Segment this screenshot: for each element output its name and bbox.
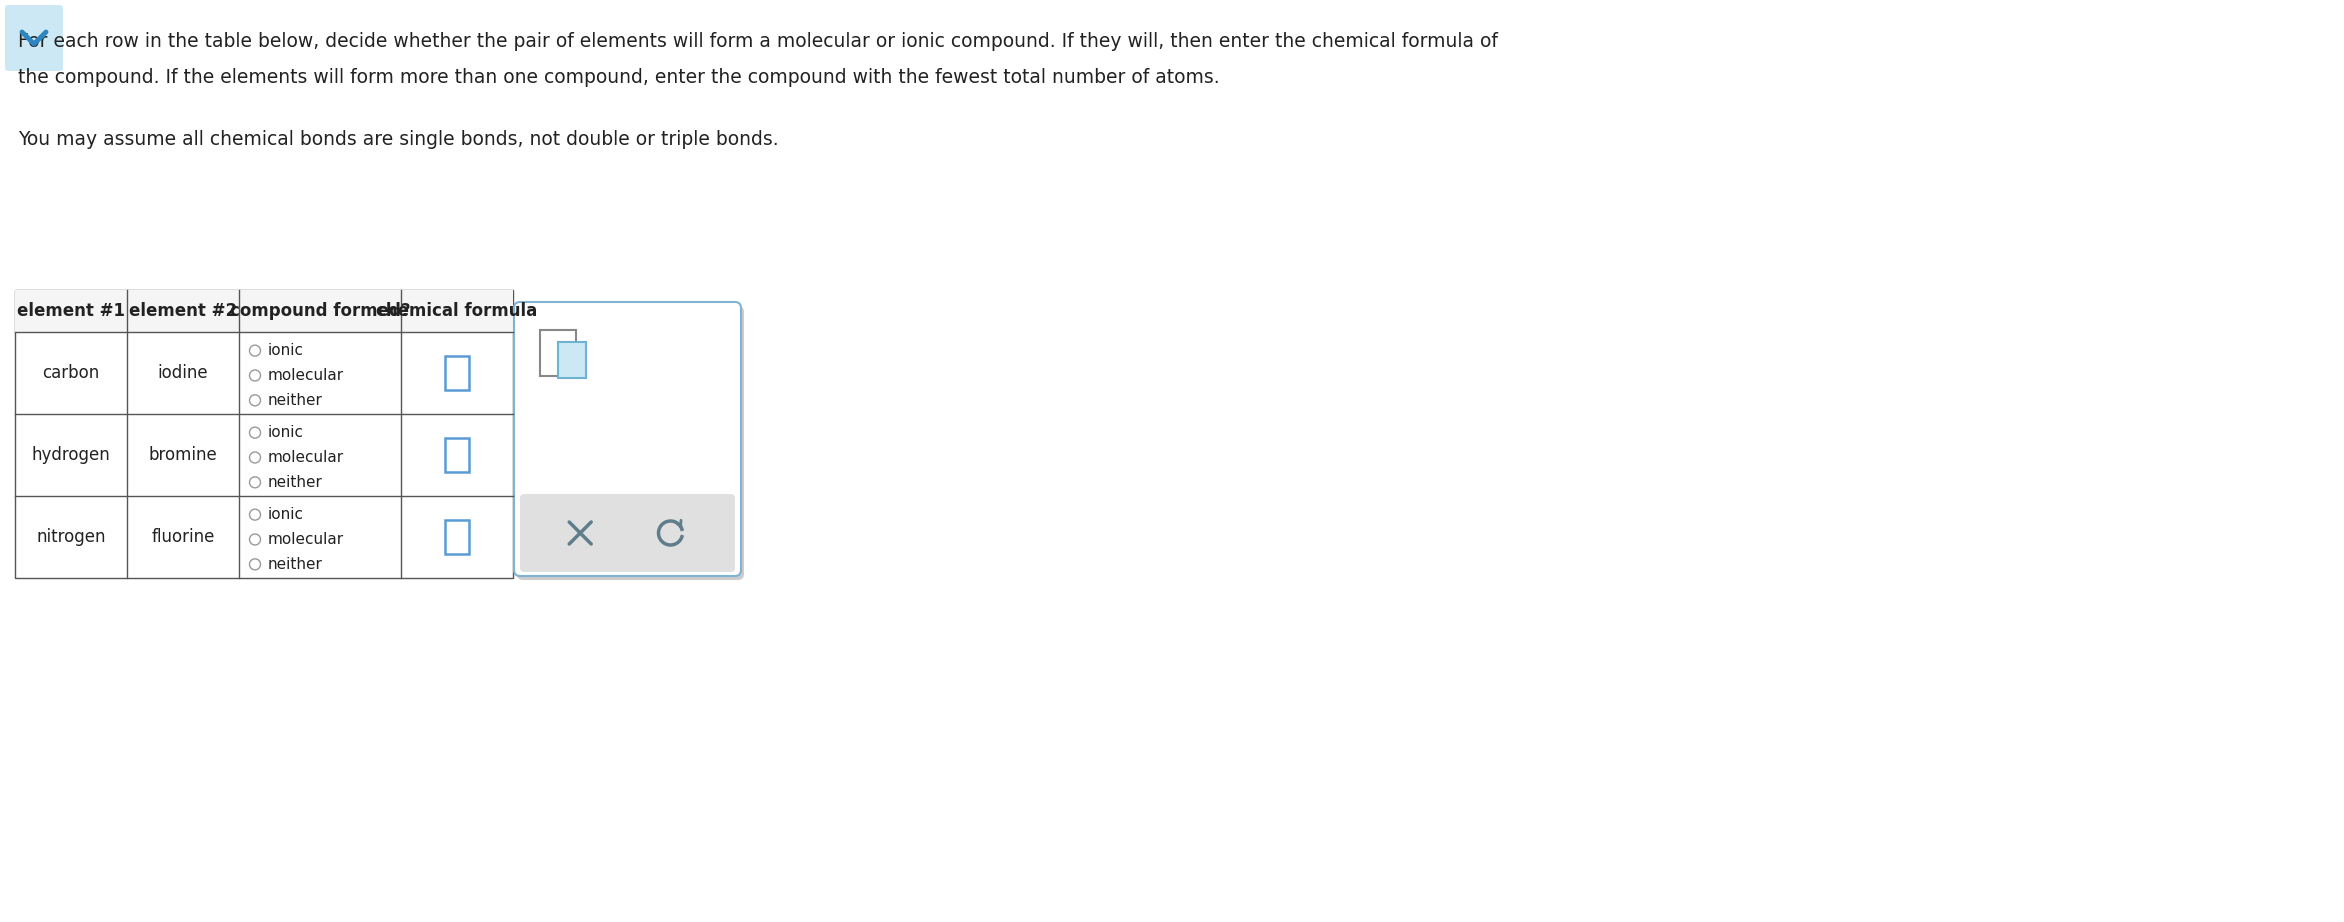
Text: compound formed?: compound formed? [230, 302, 410, 320]
FancyBboxPatch shape [513, 302, 741, 576]
FancyBboxPatch shape [5, 5, 63, 71]
Text: element #2: element #2 [129, 302, 237, 320]
Text: iodine: iodine [157, 364, 209, 382]
Text: neither: neither [267, 393, 323, 408]
Text: chemical formula: chemical formula [377, 302, 537, 320]
Text: ionic: ionic [267, 425, 305, 440]
Bar [14, 290, 513, 578]
Text: You may assume all chemical bonds are single bonds, not double or triple bonds.: You may assume all chemical bonds are si… [19, 130, 778, 149]
Text: element #1: element #1 [16, 302, 124, 320]
Text: nitrogen: nitrogen [35, 528, 105, 546]
Text: fluorine: fluorine [152, 528, 216, 546]
FancyBboxPatch shape [518, 306, 743, 580]
Bar [445, 438, 469, 472]
Text: the compound. If the elements will form more than one compound, enter the compou: the compound. If the elements will form … [19, 68, 1219, 87]
Text: neither: neither [267, 475, 323, 490]
Bar [539, 330, 577, 376]
Bar [445, 520, 469, 554]
Bar [445, 356, 469, 390]
Text: For each row in the table below, decide whether the pair of elements will form a: For each row in the table below, decide … [19, 32, 1498, 51]
Text: hydrogen: hydrogen [30, 446, 110, 464]
Text: carbon: carbon [42, 364, 101, 382]
Bar [558, 342, 586, 378]
Text: bromine: bromine [148, 446, 218, 464]
Text: molecular: molecular [267, 368, 345, 383]
Text: ionic: ionic [267, 343, 305, 358]
Text: molecular: molecular [267, 450, 345, 465]
Text: ionic: ionic [267, 507, 305, 522]
Text: neither: neither [267, 557, 323, 572]
Text: molecular: molecular [267, 532, 345, 547]
FancyBboxPatch shape [520, 494, 736, 572]
Bar [14, 290, 513, 332]
